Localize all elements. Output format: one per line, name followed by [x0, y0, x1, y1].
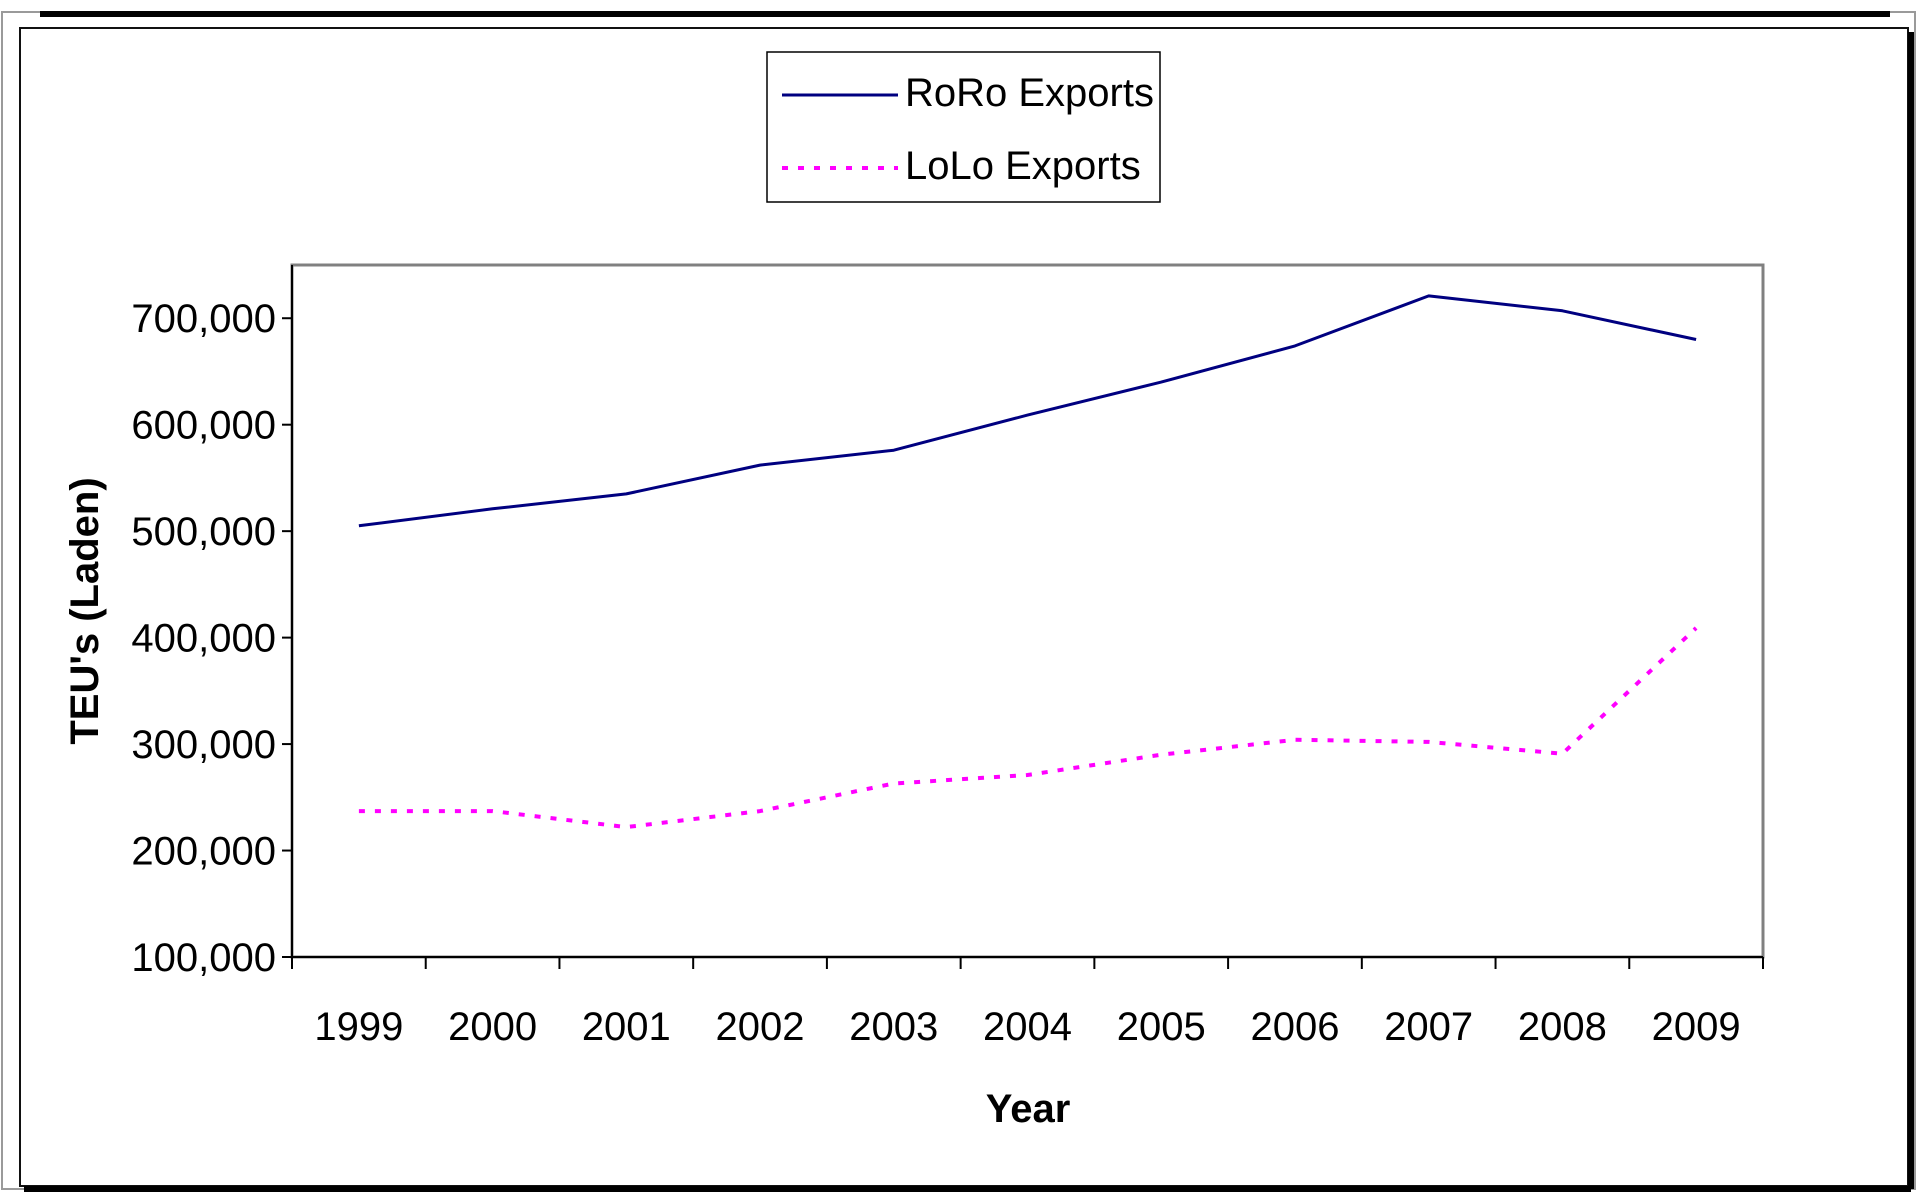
x-tick-label: 2005	[1117, 1005, 1206, 1049]
legend-box	[766, 51, 1161, 203]
x-tick-label: 2009	[1652, 1005, 1741, 1049]
x-tick-label: 2006	[1250, 1005, 1339, 1049]
y-tick-label: 100,000	[131, 936, 276, 980]
x-tick-label: 2001	[582, 1005, 671, 1049]
y-tick-label: 700,000	[131, 297, 276, 341]
x-tick-label: 1999	[314, 1005, 403, 1049]
y-tick-label: 500,000	[131, 510, 276, 554]
x-tick-label: 2007	[1384, 1005, 1473, 1049]
x-tick-label: 2002	[716, 1005, 805, 1049]
series-line-lolo-exports	[358, 626, 1698, 830]
legend: RoRo Exports LoLo Exports	[766, 51, 1161, 203]
legend-label-lolo: LoLo Exports	[905, 144, 1141, 188]
x-axis-ticks: 1999 2000 2001 2002 2003 2004 2005 2006 2007 2008…	[291, 957, 1764, 1049]
y-axis-ticks: 100,000 200,000 300,000 400,000 500,000 600,0…	[131, 297, 292, 980]
x-tick-label: 2004	[983, 1005, 1072, 1049]
y-tick-label: 600,000	[131, 404, 276, 448]
y-tick-label: 400,000	[131, 617, 276, 661]
x-tick-label: 2008	[1518, 1005, 1607, 1049]
series-line-roro-exports	[358, 294, 1697, 528]
y-tick-label: 200,000	[131, 830, 276, 874]
y-axis-title: TEU's (Laden)	[63, 477, 107, 744]
plot-area	[290, 263, 1765, 959]
x-tick-label: 2000	[448, 1005, 537, 1049]
y-tick-label: 300,000	[131, 723, 276, 767]
x-axis-title: Year	[986, 1087, 1071, 1131]
legend-label-roro: RoRo Exports	[905, 71, 1154, 115]
x-tick-label: 2003	[849, 1005, 938, 1049]
series-layer	[358, 294, 1698, 830]
